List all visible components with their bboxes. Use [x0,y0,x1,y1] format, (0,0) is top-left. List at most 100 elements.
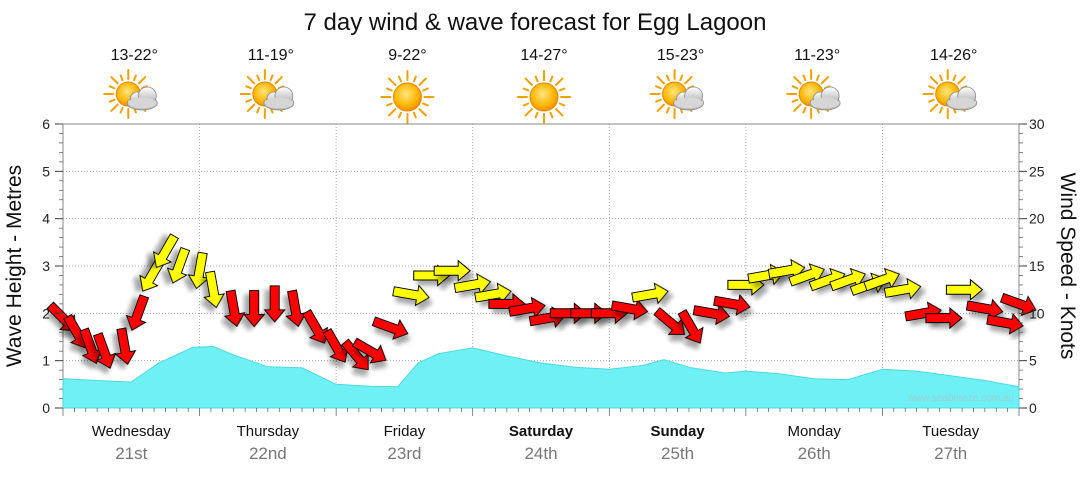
wind-arrow-shape [371,316,409,340]
sun-ray [929,76,939,85]
sun-ray [665,74,670,82]
sun-ray [386,87,393,92]
sun-ray [386,102,393,107]
wind-arrow [79,327,103,365]
wind-arrow-shape [223,289,246,328]
day-name: Wednesday [92,423,171,440]
sun-ray [422,102,429,107]
sun-ray [274,76,283,85]
wind-arrow [322,327,349,363]
wind-arrows [46,233,1037,371]
wind-arrow-shape [351,337,387,364]
wind-arrow [999,292,1037,317]
wind-arrow-shape [653,307,686,335]
sun-ray [815,74,820,82]
wind-arrow-shape [945,278,984,301]
wind-arrow [340,338,369,371]
day-date: 23rd [387,444,421,463]
sun-ray [522,102,530,107]
left-tick-label: 6 [42,116,50,132]
cloud-fill [264,97,293,109]
wind-arrow-shape [829,267,866,292]
wind-arrow-shape [114,327,137,365]
sun-ray [655,98,662,103]
wind-arrow [433,259,471,282]
wind-arrow [263,285,286,323]
wind-arrow-shape [677,308,704,344]
sun-ray [256,74,261,82]
right-tick-label: 30 [1029,116,1045,132]
sun-ray [422,87,429,92]
sun-ray [957,76,966,85]
day-name: Tuesday [922,423,979,440]
wind-arrow-shape [203,270,226,309]
sun-ray [137,76,147,85]
sun-ray [534,111,539,119]
wind-arrow [829,267,866,292]
sun-ray [245,98,252,103]
sun-ray [555,77,564,86]
sun-ray [555,108,564,117]
sun-ray [269,74,274,82]
sun-ray [820,76,830,85]
wind-arrow-shape [631,282,669,305]
sun-ray [418,108,427,117]
wind-arrow [392,284,430,307]
wind-arrow [243,290,266,328]
wind-arrow-shape [392,284,430,307]
wind-arrow-shape [92,332,117,369]
day-date: 25th [661,444,694,463]
wind-arrow [153,233,179,269]
right-tick-label: 0 [1029,400,1037,416]
wind-arrow-shape [79,327,103,365]
day-name: Monday [787,423,841,440]
wind-arrow [653,307,686,335]
sun-ray [522,87,530,92]
wave-height-area [62,345,1020,409]
day-temperature: 15-23° [657,47,704,64]
wind-arrow [508,296,546,319]
sun-ray [398,111,402,119]
sun-ray [656,103,665,112]
sun-ray [108,85,116,90]
right-axis-ticks: 0 5 10 15 20 25 30 [1019,116,1045,416]
sun-ray [549,111,554,119]
wind-arrow [453,273,492,295]
sun-ray [939,74,943,82]
sun-ray [655,85,662,90]
sun-ray [802,74,807,82]
wind-arrow [125,294,150,331]
sun-ray [524,77,533,86]
wind-arrow [223,289,246,328]
wind-arrow-shape [453,273,492,295]
wind-arrow [610,298,649,321]
wind-arrow-shape [285,289,308,328]
sun-ray [534,75,539,83]
cloud-fill [947,97,976,109]
sunny-icon [380,70,435,124]
left-tick-label: 0 [42,400,50,416]
left-tick-label: 1 [42,353,50,369]
wind-arrow [92,332,117,369]
day-date: 24th [524,444,557,463]
sunny-icon [517,70,571,124]
wind-arrow [114,327,137,365]
cloud-fill [128,97,157,109]
wind-arrow [302,308,329,344]
right-tick-label: 10 [1029,305,1045,321]
wind-arrow-shape [713,293,751,316]
wind-arrow-shape [692,303,731,326]
sun-ray [791,98,799,103]
gridlines [63,124,1019,408]
sun-ray [656,76,665,85]
wind-arrow-shape [340,338,369,371]
cloud-shape [263,86,295,111]
day-date: 21st [115,444,147,463]
day-date: 27th [934,444,967,463]
left-tick-label: 3 [42,258,50,274]
wind-arrow-shape [322,327,349,363]
partly-cloudy-icon [786,69,841,119]
wind-arrow-shape [986,312,1024,335]
wind-arrow [692,303,731,326]
